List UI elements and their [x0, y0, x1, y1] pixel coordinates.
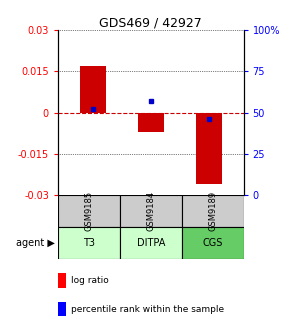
Text: GSM9189: GSM9189 — [208, 191, 217, 231]
Text: agent ▶: agent ▶ — [16, 238, 55, 248]
Bar — [58, 227, 120, 259]
Bar — [120, 195, 182, 227]
Text: percentile rank within the sample: percentile rank within the sample — [71, 305, 224, 314]
Bar — [138, 113, 164, 132]
Bar — [182, 227, 244, 259]
Text: GSM9185: GSM9185 — [84, 191, 93, 231]
Text: DITPA: DITPA — [137, 238, 165, 248]
Text: CGS: CGS — [202, 238, 223, 248]
Bar — [196, 113, 222, 184]
Bar — [120, 227, 182, 259]
Text: GSM9184: GSM9184 — [146, 191, 155, 231]
Text: log ratio: log ratio — [71, 276, 109, 285]
Bar — [80, 66, 106, 113]
Title: GDS469 / 42927: GDS469 / 42927 — [99, 16, 202, 29]
Bar — [58, 273, 66, 288]
Bar — [58, 195, 120, 227]
Bar — [182, 195, 244, 227]
Bar — [58, 302, 66, 317]
Text: T3: T3 — [83, 238, 95, 248]
